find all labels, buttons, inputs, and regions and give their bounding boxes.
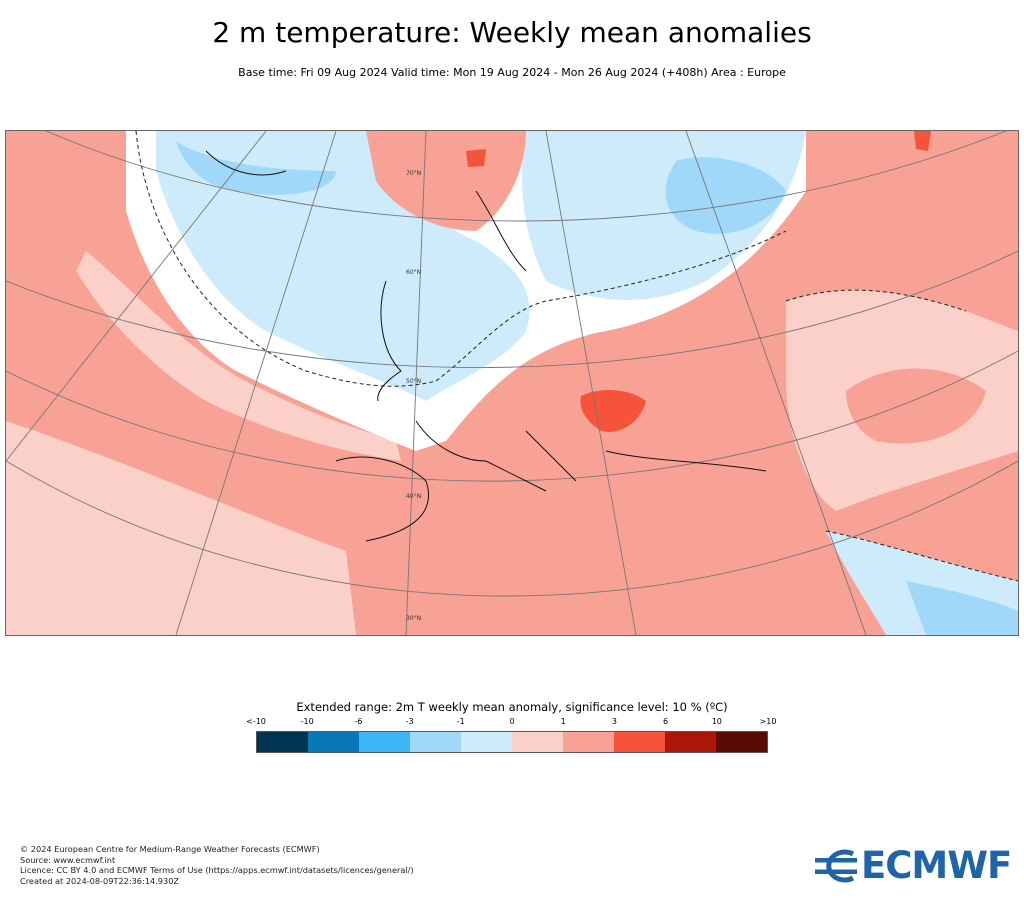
legend-label-1: -10 <box>300 717 314 726</box>
legend-label-4: -1 <box>456 717 465 726</box>
legend-swatch-4 <box>461 732 512 752</box>
legend-swatch-8 <box>665 732 716 752</box>
footer-source: Source: www.ecmwf.int <box>20 854 116 865</box>
zone-warm-scandinavia <box>366 131 526 231</box>
lat-label-50: 50°N <box>406 378 421 385</box>
legend-swatch-2 <box>359 732 410 752</box>
legend-swatch-9 <box>716 732 767 752</box>
legend-swatch-3 <box>410 732 461 752</box>
zone-warm-caspian <box>846 368 986 444</box>
legend-swatch-0 <box>257 732 308 752</box>
graticule <box>6 131 1018 635</box>
zone-warm-northeast <box>866 131 1018 283</box>
zone-cold-southeast <box>906 581 1018 635</box>
zone-cold-core-russia <box>665 157 786 234</box>
zone-hot-urals <box>914 131 931 151</box>
lat-label-70: 70°N <box>406 170 421 177</box>
legend-label-7: 3 <box>611 717 617 726</box>
legend-label-5: 0 <box>509 717 515 726</box>
footer-created: Created at 2024-08-09T22:36:14.930Z <box>20 875 180 886</box>
lat-label-40: 40°N <box>406 493 421 500</box>
legend-label-10: >10 <box>759 717 777 726</box>
zone-hot-norway <box>466 149 486 167</box>
zone-light-warm-atlantic-south <box>6 421 356 635</box>
ecmwf-logo-text: ECMWF <box>861 844 1012 887</box>
legend-label-8: 6 <box>663 717 669 726</box>
map-canvas: 70°N 60°N 50°N 40°N 30°N <box>6 131 1018 635</box>
zone-cold-core-iceland <box>176 141 336 195</box>
legend-label-3: -3 <box>405 717 414 726</box>
legend-swatch-7 <box>614 732 665 752</box>
legend-title: Extended range: 2m T weekly mean anomaly… <box>296 700 728 714</box>
footer-copyright: © 2024 European Centre for Medium-Range … <box>20 844 320 854</box>
anomaly-map[interactable]: 70°N 60°N 50°N 40°N 30°N <box>5 130 1019 636</box>
lat-label-60: 60°N <box>406 269 421 276</box>
significance-contours <box>135 131 1018 582</box>
legend-swatch-5 <box>512 732 563 752</box>
lat-label-30: 30°N <box>406 615 421 622</box>
coastlines <box>205 150 767 542</box>
zone-cool-north-atlantic <box>156 131 530 401</box>
footer: © 2024 European Centre for Medium-Range … <box>20 844 414 886</box>
chart-title: 2 m temperature: Weekly mean anomalies <box>212 16 812 49</box>
legend-colorbar <box>256 731 768 753</box>
legend-label-2: -6 <box>354 717 363 726</box>
ecmwf-logo[interactable]: ECMWF <box>813 844 1012 887</box>
chart-subtitle: Base time: Fri 09 Aug 2024 Valid time: M… <box>238 66 786 79</box>
legend-swatch-1 <box>308 732 359 752</box>
zone-hot-balkans <box>580 389 646 432</box>
legend-swatch-6 <box>563 732 614 752</box>
zone-light-warm-atlantic-band <box>76 251 401 461</box>
legend-label-9: 10 <box>711 717 722 726</box>
legend-label-6: 1 <box>560 717 566 726</box>
footer-licence: Licence: CC BY 4.0 and ECMWF Terms of Us… <box>20 865 414 876</box>
ecmwf-logo-icon <box>815 849 857 883</box>
legend-label-0: <-10 <box>246 717 266 726</box>
